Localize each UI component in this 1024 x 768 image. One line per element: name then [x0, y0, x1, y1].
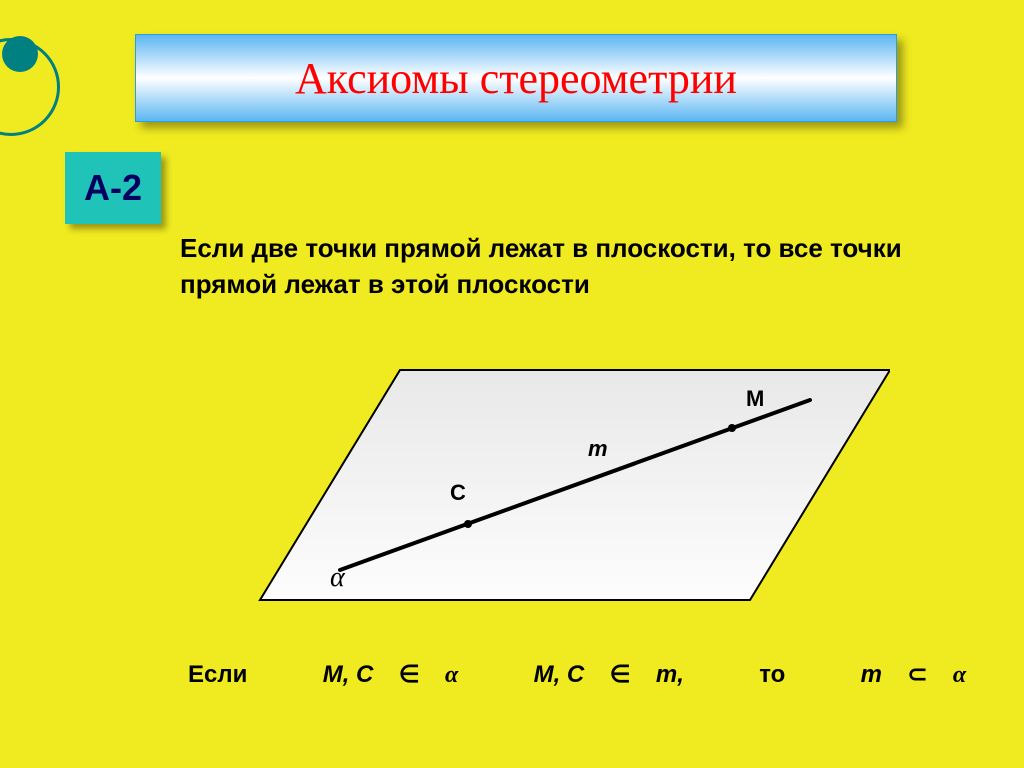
- notation-alpha-1: α: [445, 662, 458, 688]
- notation-cond1-lhs: M, C: [323, 661, 374, 688]
- title-text: Аксиомы стереометрии: [295, 53, 737, 104]
- title-bar: Аксиомы стереометрии: [135, 34, 897, 122]
- notation-line: Если M, C ∈ α M, C ∈ m, то m ⊂ α: [188, 660, 966, 689]
- notation-concl-lhs: m: [861, 661, 882, 688]
- notation-cond2-lhs: M, C: [534, 661, 585, 688]
- label-alpha: α: [330, 562, 346, 593]
- label-line-m: m: [588, 436, 608, 461]
- notation-if: Если: [188, 661, 247, 688]
- notation-m-1: m,: [656, 661, 684, 688]
- geometry-diagram: C M m α: [150, 350, 890, 630]
- axiom-badge: А-2: [65, 152, 161, 224]
- point-m: [728, 424, 736, 432]
- notation-subset: ⊂: [907, 661, 927, 688]
- badge-text: А-2: [84, 167, 142, 209]
- slide: C M m α Аксиомы стереометрии А-2 Если дв…: [0, 0, 1024, 768]
- label-m: M: [746, 386, 764, 411]
- label-c: C: [450, 480, 466, 505]
- notation-in-2: ∈: [610, 661, 631, 688]
- notation-in-1: ∈: [399, 661, 420, 688]
- point-c: [464, 520, 472, 528]
- notation-alpha-2: α: [953, 662, 966, 688]
- notation-then: то: [759, 661, 785, 688]
- decorative-circle: [2, 36, 38, 72]
- axiom-statement: Если две точки прямой лежат в плоскости,…: [180, 230, 920, 302]
